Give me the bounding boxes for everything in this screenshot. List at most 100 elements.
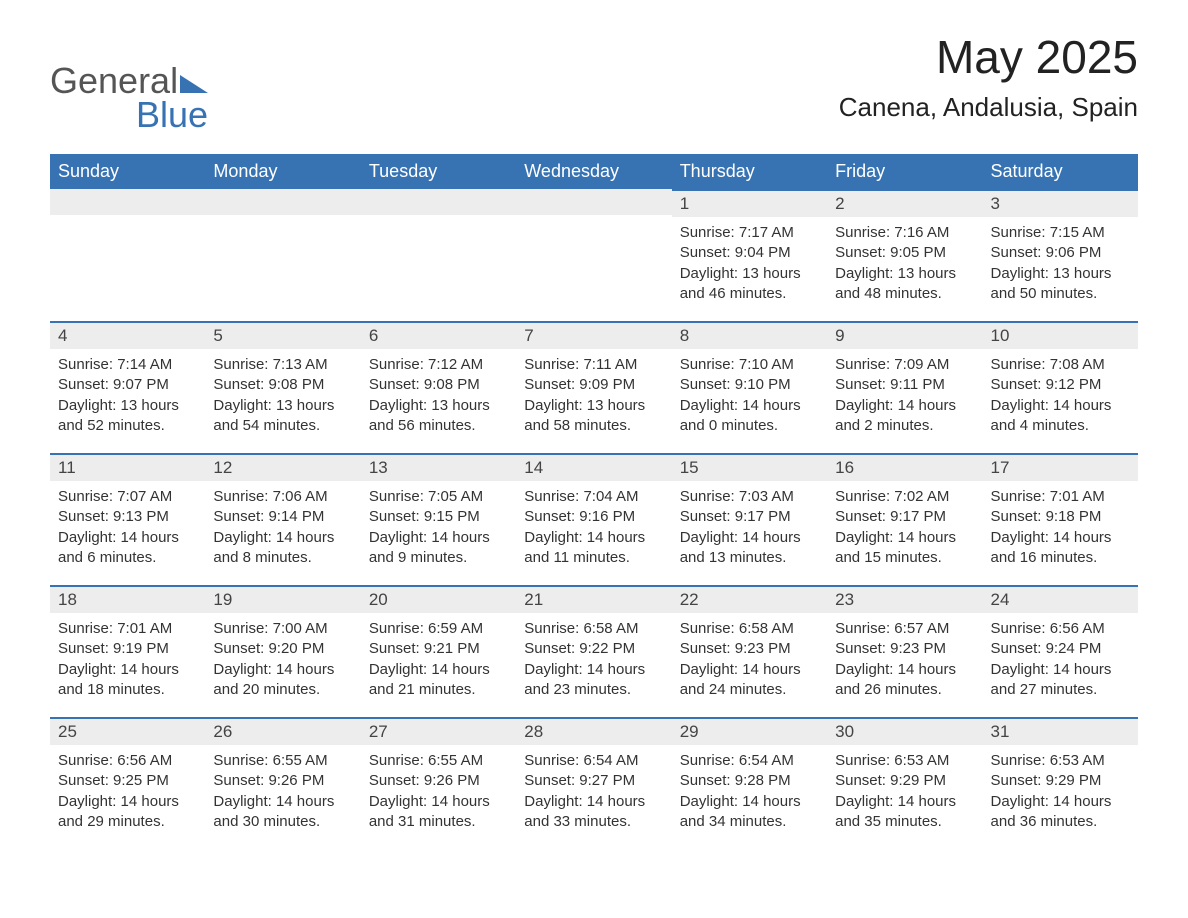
calendar-body: 1Sunrise: 7:17 AMSunset: 9:04 PMDaylight… [50,189,1138,849]
sunset-line: Sunset: 9:29 PM [835,771,974,791]
day-details: Sunrise: 7:15 AMSunset: 9:06 PMDaylight:… [983,217,1138,310]
sunrise-line: Sunrise: 6:54 AM [680,751,819,771]
sunrise-line: Sunrise: 7:10 AM [680,355,819,375]
daylight-line: Daylight: 14 hours and 4 minutes. [991,396,1130,437]
sunrise-line: Sunrise: 6:59 AM [369,619,508,639]
calendar-day-cell: 8Sunrise: 7:10 AMSunset: 9:10 PMDaylight… [672,321,827,453]
calendar-day-cell: 10Sunrise: 7:08 AMSunset: 9:12 PMDayligh… [983,321,1138,453]
day-details: Sunrise: 7:14 AMSunset: 9:07 PMDaylight:… [50,349,205,442]
day-number: 17 [983,453,1138,481]
sunset-line: Sunset: 9:04 PM [680,243,819,263]
daylight-line: Daylight: 14 hours and 26 minutes. [835,660,974,701]
calendar-day-cell: 13Sunrise: 7:05 AMSunset: 9:15 PMDayligh… [361,453,516,585]
daylight-line: Daylight: 14 hours and 29 minutes. [58,792,197,833]
day-number: 3 [983,189,1138,217]
day-number: 29 [672,717,827,745]
weekday-header: Saturday [983,154,1138,189]
day-number: 27 [361,717,516,745]
day-number-blank [205,189,360,215]
month-title: May 2025 [839,30,1138,84]
daylight-line: Daylight: 14 hours and 27 minutes. [991,660,1130,701]
day-details: Sunrise: 7:13 AMSunset: 9:08 PMDaylight:… [205,349,360,442]
sunrise-line: Sunrise: 7:17 AM [680,223,819,243]
sunset-line: Sunset: 9:17 PM [680,507,819,527]
calendar-day-cell: 4Sunrise: 7:14 AMSunset: 9:07 PMDaylight… [50,321,205,453]
day-number: 12 [205,453,360,481]
sunset-line: Sunset: 9:14 PM [213,507,352,527]
weekday-header: Thursday [672,154,827,189]
calendar-day-cell: 24Sunrise: 6:56 AMSunset: 9:24 PMDayligh… [983,585,1138,717]
daylight-line: Daylight: 14 hours and 24 minutes. [680,660,819,701]
day-number: 19 [205,585,360,613]
sunrise-line: Sunrise: 7:08 AM [991,355,1130,375]
sunrise-line: Sunrise: 7:13 AM [213,355,352,375]
calendar-day-cell: 27Sunrise: 6:55 AMSunset: 9:26 PMDayligh… [361,717,516,849]
sunrise-line: Sunrise: 6:56 AM [58,751,197,771]
calendar-day-cell: 15Sunrise: 7:03 AMSunset: 9:17 PMDayligh… [672,453,827,585]
calendar-day-cell [361,189,516,321]
day-details: Sunrise: 7:01 AMSunset: 9:19 PMDaylight:… [50,613,205,706]
sunset-line: Sunset: 9:18 PM [991,507,1130,527]
day-number: 6 [361,321,516,349]
day-number: 22 [672,585,827,613]
daylight-line: Daylight: 14 hours and 20 minutes. [213,660,352,701]
day-details: Sunrise: 6:55 AMSunset: 9:26 PMDaylight:… [361,745,516,838]
day-number: 10 [983,321,1138,349]
sunset-line: Sunset: 9:25 PM [58,771,197,791]
daylight-line: Daylight: 14 hours and 6 minutes. [58,528,197,569]
day-number: 14 [516,453,671,481]
calendar-week-row: 11Sunrise: 7:07 AMSunset: 9:13 PMDayligh… [50,453,1138,585]
sunrise-line: Sunrise: 7:14 AM [58,355,197,375]
sunset-line: Sunset: 9:07 PM [58,375,197,395]
sunrise-line: Sunrise: 6:56 AM [991,619,1130,639]
sunset-line: Sunset: 9:29 PM [991,771,1130,791]
sunset-line: Sunset: 9:23 PM [835,639,974,659]
sunrise-line: Sunrise: 7:05 AM [369,487,508,507]
daylight-line: Daylight: 13 hours and 54 minutes. [213,396,352,437]
daylight-line: Daylight: 14 hours and 23 minutes. [524,660,663,701]
calendar-table: SundayMondayTuesdayWednesdayThursdayFrid… [50,154,1138,849]
day-details: Sunrise: 7:02 AMSunset: 9:17 PMDaylight:… [827,481,982,574]
sunset-line: Sunset: 9:20 PM [213,639,352,659]
day-details: Sunrise: 7:17 AMSunset: 9:04 PMDaylight:… [672,217,827,310]
calendar-day-cell [516,189,671,321]
sunrise-line: Sunrise: 7:00 AM [213,619,352,639]
sunrise-line: Sunrise: 7:01 AM [991,487,1130,507]
day-details: Sunrise: 6:53 AMSunset: 9:29 PMDaylight:… [827,745,982,838]
calendar-day-cell: 17Sunrise: 7:01 AMSunset: 9:18 PMDayligh… [983,453,1138,585]
day-details: Sunrise: 7:03 AMSunset: 9:17 PMDaylight:… [672,481,827,574]
day-number: 30 [827,717,982,745]
day-number: 15 [672,453,827,481]
calendar-day-cell: 1Sunrise: 7:17 AMSunset: 9:04 PMDaylight… [672,189,827,321]
weekday-header-row: SundayMondayTuesdayWednesdayThursdayFrid… [50,154,1138,189]
calendar-day-cell: 5Sunrise: 7:13 AMSunset: 9:08 PMDaylight… [205,321,360,453]
calendar-day-cell: 18Sunrise: 7:01 AMSunset: 9:19 PMDayligh… [50,585,205,717]
day-number: 21 [516,585,671,613]
day-number: 16 [827,453,982,481]
logo-triangle-icon [180,75,208,93]
calendar-day-cell: 29Sunrise: 6:54 AMSunset: 9:28 PMDayligh… [672,717,827,849]
sunrise-line: Sunrise: 6:57 AM [835,619,974,639]
day-details: Sunrise: 7:07 AMSunset: 9:13 PMDaylight:… [50,481,205,574]
daylight-line: Daylight: 13 hours and 46 minutes. [680,264,819,305]
sunrise-line: Sunrise: 7:09 AM [835,355,974,375]
calendar-day-cell: 11Sunrise: 7:07 AMSunset: 9:13 PMDayligh… [50,453,205,585]
weekday-header: Tuesday [361,154,516,189]
calendar-day-cell: 31Sunrise: 6:53 AMSunset: 9:29 PMDayligh… [983,717,1138,849]
day-details: Sunrise: 6:54 AMSunset: 9:28 PMDaylight:… [672,745,827,838]
sunrise-line: Sunrise: 6:53 AM [835,751,974,771]
calendar-day-cell: 19 Sunrise: 7:00 AMSunset: 9:20 PMDayligh… [205,585,360,717]
sunset-line: Sunset: 9:08 PM [213,375,352,395]
weekday-header: Friday [827,154,982,189]
sunrise-line: Sunrise: 6:53 AM [991,751,1130,771]
day-details: Sunrise: 6:58 AMSunset: 9:22 PMDaylight:… [516,613,671,706]
day-number: 11 [50,453,205,481]
calendar-day-cell: 26Sunrise: 6:55 AMSunset: 9:26 PMDayligh… [205,717,360,849]
sunset-line: Sunset: 9:22 PM [524,639,663,659]
logo-word2: Blue [130,94,208,136]
day-details: Sunrise: 7:10 AMSunset: 9:10 PMDaylight:… [672,349,827,442]
daylight-line: Daylight: 14 hours and 0 minutes. [680,396,819,437]
sunset-line: Sunset: 9:10 PM [680,375,819,395]
sunset-line: Sunset: 9:05 PM [835,243,974,263]
calendar-week-row: 1Sunrise: 7:17 AMSunset: 9:04 PMDaylight… [50,189,1138,321]
